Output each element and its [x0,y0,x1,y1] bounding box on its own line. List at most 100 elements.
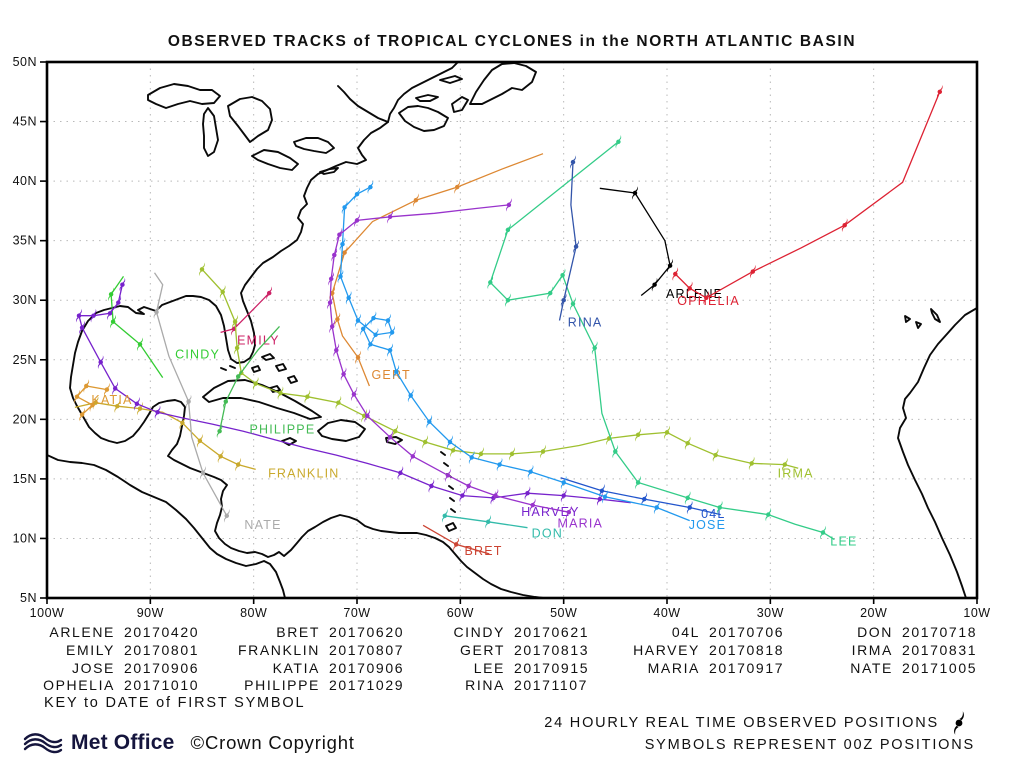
storm-symbol-JOSE [367,337,374,352]
storm-symbol-NATE [200,466,206,480]
storm-symbol-GERT [454,180,461,194]
key-entry-KATIA: KATIA 20170906 [225,660,404,678]
track-line-FRANKLIN [74,402,256,471]
storm-symbol-JOSE [354,187,360,201]
storm-label-DON: DON [532,526,563,540]
axis-labels: 100W 90W 80W 70W 60W 50W 40W 30W 20W 10W 5N 10N 15N 2… [13,55,991,620]
y-tick-label: 20N [13,412,37,426]
storm-symbol-JOSE [393,364,400,379]
key-column: ARLENE 20170420 EMILY 20170801 JOSE 20170906 O… [30,624,199,695]
storm-symbol-OPHELIA [672,267,679,281]
key-first-symbol-date: 20170801 [124,641,200,658]
storm-symbol-IRMA [234,341,240,355]
storm-symbol-KATIA [79,407,85,422]
storm-symbol-IRMA [684,436,691,450]
storm-symbol-JOSE [602,490,608,504]
key-first-symbol-date: 20170831 [902,641,978,658]
storm-symbol-HARVEY [107,306,113,321]
key-storm-name: NATE [850,659,893,676]
storm-symbol-GERT [334,312,341,327]
coastline [385,436,403,445]
storm-symbol-RINA [560,293,567,307]
key-storm-name: FRANKLIN [237,641,320,658]
key-entry-RINA: RINA 20171107 [440,677,589,695]
key-first-symbol-date: 20170420 [124,624,200,640]
footer-line1-text: 24 HOURLY REAL TIME OBSERVED POSITIONS [544,715,939,731]
storm-symbol-DON [485,515,492,529]
coastline [398,105,449,132]
storm-label-CINDY: CINDY [175,348,220,362]
storm-symbol-MARIA [565,505,572,519]
coastline [281,437,297,446]
key-entry-LEE: LEE 20170915 [440,660,589,678]
storm-symbol-FRANKLIN [217,449,224,464]
storm-symbol-HARVEY [397,466,404,480]
storm-symbol-LEE [505,293,511,307]
storm-symbol-JOSE [360,322,367,336]
key-first-symbol-date: 20171005 [902,659,978,676]
storm-symbol-JOSE [337,269,344,284]
storm-symbol-LEE [765,507,772,522]
coastline [443,462,449,467]
key-storm-name: 04L [671,624,700,640]
key-storm-name: GERT [459,641,505,658]
storm-symbol-JOSE [367,180,374,194]
storm-symbol-JOSE [355,313,361,328]
key-first-symbol-date: 20170906 [329,659,405,676]
track-line-EMILY [220,292,270,334]
key-first-symbol-date: 20171010 [124,677,200,694]
key-first-symbol-date: 20171107 [514,677,589,694]
storm-symbol-JOSE [468,450,475,465]
storm-symbol-MARIA [529,498,536,512]
key-entry-MARIA: MARIA 20170917 [620,660,784,678]
coastline [69,62,544,598]
key-entry-JOSE: JOSE 20170906 [30,660,199,678]
key-entry-NATE: NATE 20171005 [833,660,977,678]
map-frame [45,60,979,600]
storm-symbol-IRMA [635,428,641,442]
met-office-logo-text: Met Office [71,731,175,754]
key-first-symbol-date: 20170621 [514,624,590,640]
storm-symbol-PHILIPPE [235,369,242,384]
storm-label-OPHELIA: OPHELIA [677,294,740,308]
storm-symbol-IRMA [450,443,456,458]
coastline [319,167,339,175]
key-first-symbol-date: 20170620 [329,624,405,640]
key-column: CINDY 20170621 GERT 20170813 LEE 20170915 RINA… [440,624,589,695]
crown-copyright: ©Crown Copyright [190,732,355,753]
storm-symbol-MARIA [465,479,472,493]
storm-symbol-IRMA [664,425,670,440]
storm-symbol-HARVEY [112,381,119,396]
y-tick-label: 15N [13,472,37,486]
key-entry-CINDY: CINDY 20170621 [440,624,589,642]
coastlines [47,62,977,598]
storm-symbol-EMILY [266,286,273,300]
storm-symbol-LEE [635,475,641,490]
storm-symbol-HARVEY [90,308,97,323]
storm-symbol-LEE [615,135,622,149]
track-line-OPHELIA [674,91,941,299]
y-tick-label: 40N [13,174,37,188]
storm-symbol-HARVEY [596,492,603,506]
storm-symbol-MARIA [331,248,338,262]
storm-label-04L: 04L [701,507,725,521]
storm-symbol-JOSE [426,414,433,429]
storm-symbol-LEE [684,491,691,505]
storm-symbol-IRMA [392,424,399,438]
coastline [147,83,221,109]
coastline [202,107,219,157]
coastline [47,454,286,598]
storm-symbol-HARVEY [115,295,122,310]
key-first-symbol-date: 20170718 [902,624,978,640]
storm-symbol-MARIA [336,227,343,242]
key-entry-PHILIPPE: PHILIPPE 20171029 [225,677,404,695]
storm-symbol-FRANKLIN [235,457,242,472]
key-entry-GERT: GERT 20170813 [440,642,589,660]
storm-symbol-MARIA [387,210,393,224]
key-storm-name: KATIA [272,659,320,676]
hurricane-symbol-icon [954,711,964,735]
storm-tracks: ARLENEBRETCINDY04LDONEMILYFRANKLINGERTHA… [74,85,943,558]
track-line-LEE [489,141,835,541]
storm-symbol-MARIA [445,468,451,483]
